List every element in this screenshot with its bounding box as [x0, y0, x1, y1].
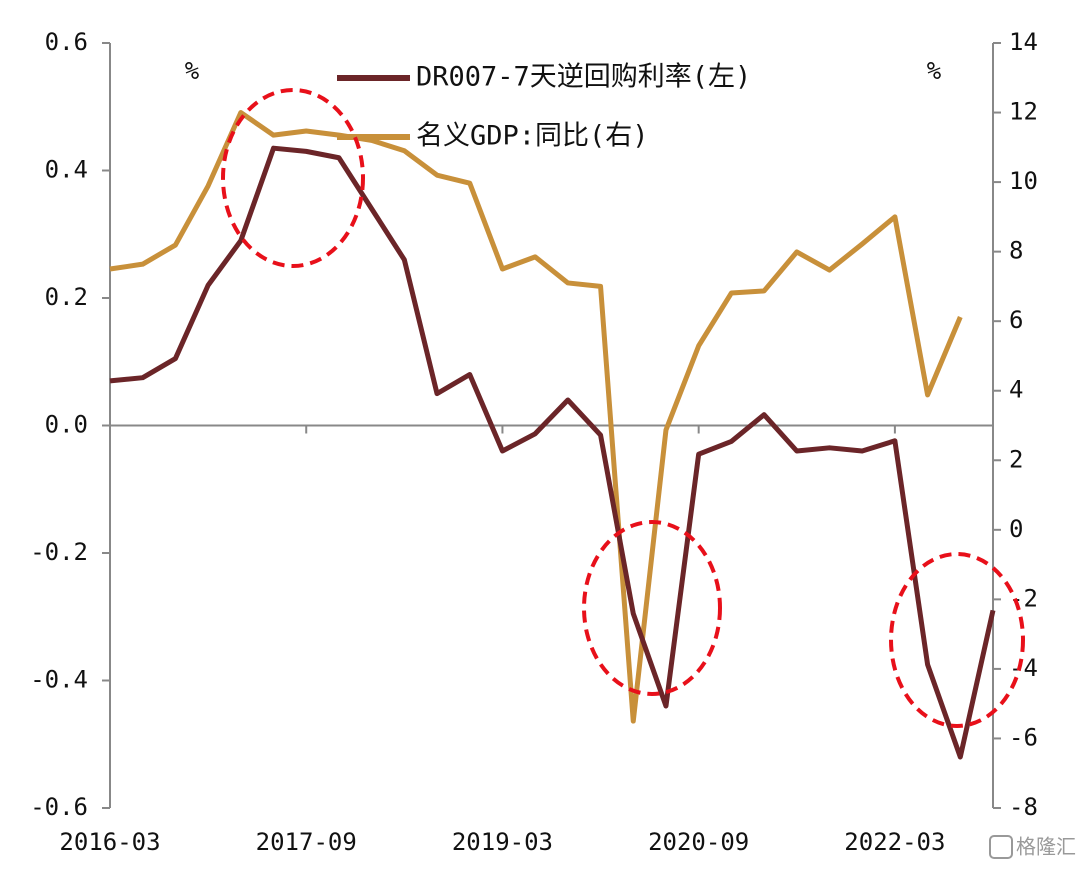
y-tick-label: 0.2: [45, 283, 88, 311]
y-tick-label: 0.0: [45, 411, 88, 439]
y2-tick-label: 10: [1009, 167, 1038, 195]
y2-tick-label: 12: [1009, 98, 1038, 126]
series-line: [109, 145, 996, 760]
y2-tick-label: 14: [1009, 28, 1038, 56]
y2-tick-label: 0: [1009, 515, 1023, 543]
legend-text: DR007-7天逆回购利率(左): [416, 62, 751, 93]
x-tick-label: 2016-03: [59, 828, 160, 856]
series-line: [109, 110, 963, 724]
y-tick-label: 0.4: [45, 156, 88, 184]
watermark-text: 格隆汇: [1016, 835, 1076, 859]
highlight-ellipse: [221, 88, 365, 268]
x-tick-label: 2022-03: [844, 828, 945, 856]
y2-tick-label: -6: [1009, 723, 1038, 751]
y2-tick-label: 4: [1009, 376, 1023, 404]
y-tick-label: 0.6: [45, 28, 88, 56]
watermark-icon: [989, 835, 1013, 859]
y2-tick-label: 2: [1009, 445, 1023, 473]
x-tick-label: 2017-09: [256, 828, 357, 856]
highlight-ellipse: [582, 520, 722, 696]
y2-tick-label: -2: [1009, 584, 1038, 612]
x-tick-label: 2020-09: [648, 828, 749, 856]
y-tick-label: -0.6: [30, 793, 88, 821]
y-tick-label: -0.4: [30, 666, 88, 694]
watermark: 格隆汇: [989, 835, 1076, 859]
y-axis-unit: %: [185, 57, 200, 85]
y2-tick-label: -4: [1009, 654, 1038, 682]
y2-tick-label: 8: [1009, 237, 1023, 265]
legend-text: 名义GDP:同比(右): [416, 121, 649, 152]
y-tick-label: -0.2: [30, 538, 88, 566]
y2-tick-label: 6: [1009, 306, 1023, 334]
y2-axis-unit: %: [927, 57, 942, 85]
x-tick-label: 2019-03: [452, 828, 553, 856]
y2-tick-label: -8: [1009, 793, 1038, 821]
highlight-ellipse: [889, 552, 1025, 728]
